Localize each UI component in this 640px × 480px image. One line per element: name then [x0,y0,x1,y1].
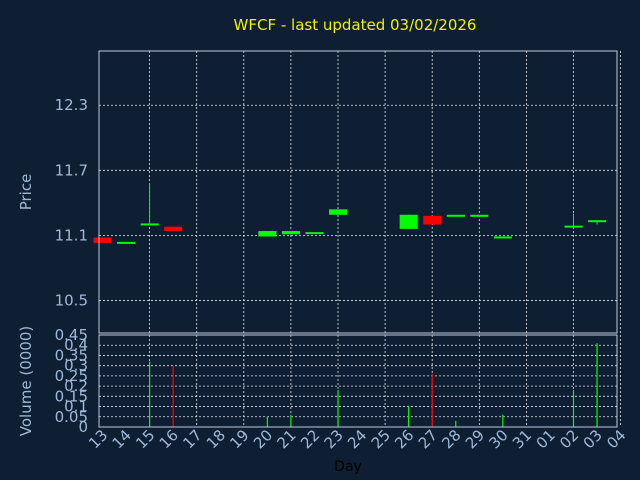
price-tick-labels: 10.5 11.1 11.7 12.3 [55,96,88,309]
price-tick-label: 12.3 [55,96,88,114]
candle [140,183,159,226]
x-tick-label: 30 [485,426,511,452]
x-tick-label: 31 [509,426,535,452]
price-axis-label: Price [17,174,35,211]
x-tick-label: 21 [273,426,299,452]
x-axis-label: Day [334,459,362,475]
candle-body [423,215,442,225]
x-tick-label: 20 [250,426,276,452]
volume-tick-label: 0.05 [55,408,88,426]
volume-tick-label: 0 [78,418,88,436]
x-tick-label: 03 [580,426,606,452]
x-tick-label: 01 [533,426,559,452]
price-tick-label: 11.1 [55,226,88,244]
x-tick-labels: 1314151617181920212223242526272829303101… [85,426,629,452]
candles-layer [93,183,607,244]
candle-body [399,214,418,229]
candle-body [140,223,159,226]
volume-tick-label: 0.25 [55,367,88,385]
x-tick-label: 16 [156,426,182,452]
candle [564,213,583,228]
candle-body [446,214,465,217]
candle [305,232,324,235]
x-tick-label: 24 [344,426,370,452]
chart-title: WFCF - last updated 03/02/2026 [234,16,477,34]
candle-body [258,231,277,237]
candle [329,209,347,215]
x-tick-label: 14 [109,426,135,452]
candle [117,241,136,244]
x-tick-label: 02 [556,426,582,452]
volume-tick-labels: 00.050.10.150.20.250.30.350.40.45 [55,326,88,436]
candle-body [93,237,112,243]
candle-body [564,225,583,228]
x-tick-label: 28 [438,426,464,452]
candle [446,214,465,217]
candle-body [164,226,183,232]
x-tick-label: 25 [368,426,394,452]
volume-tick-label: 0.2 [64,377,88,395]
volume-tick-label: 0.15 [55,387,88,405]
candle [93,237,112,243]
candle-body [117,241,136,244]
x-tick-label: 27 [415,426,441,452]
x-tick-label: 26 [391,426,417,452]
x-tick-label: 29 [462,426,488,452]
price-tick-label: 11.7 [55,161,88,179]
candle-body [329,209,347,215]
candle [281,231,300,235]
volume-grid [99,334,621,428]
volume-tick-label: 0.4 [64,336,88,354]
candle [164,226,183,232]
volume-tick-label: 0.1 [64,398,88,416]
candle [493,236,512,239]
volume-tick-label: 0.45 [55,326,88,344]
x-tick-label: 22 [297,426,323,452]
x-tick-label: 18 [203,426,229,452]
candle-body [281,231,300,235]
volume-tick-label: 0.3 [64,357,88,375]
volume-tick-label: 0.35 [55,346,88,364]
price-tick-label: 10.5 [55,291,88,309]
x-tick-label: 13 [85,426,111,452]
x-tick-label: 19 [226,426,252,452]
volume-axis-label: Volume (0000) [17,326,35,436]
price-panel-frame [98,50,618,334]
volume-bars-layer [149,343,598,427]
candle [423,215,442,225]
x-tick-label: 04 [603,426,629,452]
price-grid [99,51,621,333]
candle-body [470,214,489,217]
volume-panel-frame [98,334,618,428]
candle [470,214,489,217]
candle [258,231,277,237]
candle-body [305,232,324,235]
x-tick-label: 17 [179,426,205,452]
x-tick-label: 23 [321,426,347,452]
candle-body [588,220,607,223]
candle [588,220,607,225]
candle [399,214,418,229]
candle-body [493,236,512,239]
x-tick-label: 15 [132,426,158,452]
